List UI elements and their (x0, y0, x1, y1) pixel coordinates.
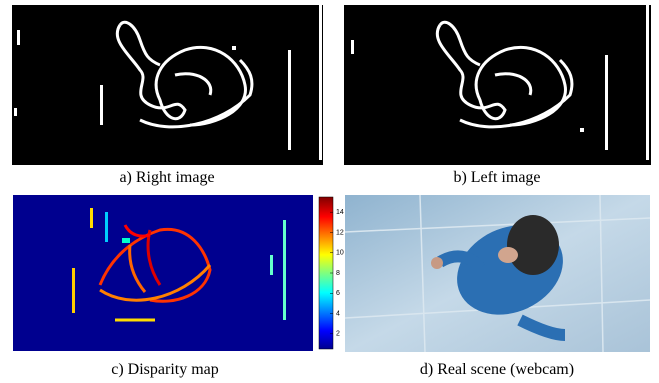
colorbar-tick-label: 4 (336, 310, 340, 317)
colorbar-tick-label: 2 (336, 331, 340, 338)
colorbar-tick-label: 14 (336, 209, 344, 216)
caption: d) Real scene (webcam) (420, 361, 574, 378)
caption: b) Left image (453, 169, 540, 186)
colorbar-tick-label: 12 (336, 229, 344, 236)
left-image (344, 5, 651, 165)
disparity-map (13, 195, 313, 351)
figure: a) Right image b) Left image (0, 0, 659, 383)
caption: c) Disparity map (111, 361, 219, 378)
caption: a) Right image (119, 169, 214, 186)
colorbar-tick-label: 8 (336, 270, 340, 277)
webcam-photo (345, 195, 650, 352)
right-image (12, 5, 323, 165)
page: a) Right image b) Left image (0, 0, 659, 383)
colorbar-tick-label: 10 (336, 250, 344, 257)
colorbar-tick-label: 6 (336, 290, 340, 297)
